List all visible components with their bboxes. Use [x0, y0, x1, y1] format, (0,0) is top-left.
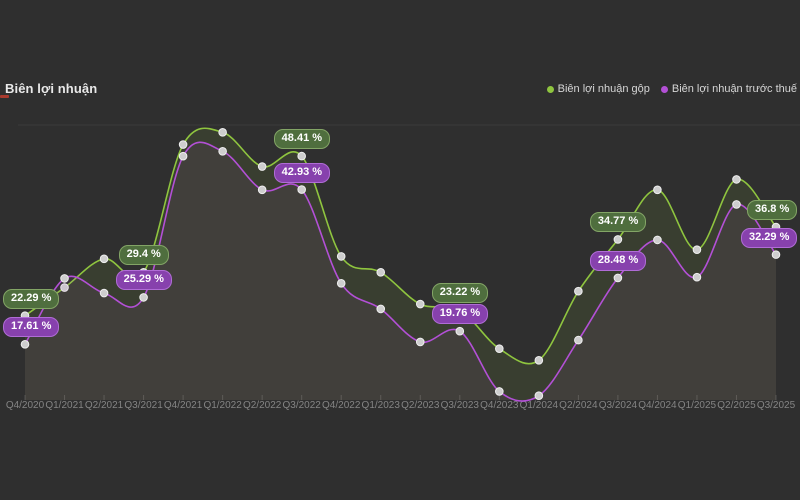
data-point[interactable] [60, 283, 69, 292]
accent-dash [0, 95, 9, 98]
data-point[interactable] [139, 293, 148, 302]
data-point[interactable] [613, 273, 623, 283]
x-axis-label: Q4/2024 [638, 400, 677, 411]
data-point[interactable] [692, 245, 702, 254]
data-point[interactable] [534, 355, 544, 365]
x-axis-label: Q3/2021 [124, 400, 163, 411]
x-axis-label: Q4/2020 [6, 400, 45, 411]
purple-series-dot-icon [660, 85, 668, 93]
data-point[interactable] [297, 185, 306, 194]
legend-label: Biên lợi nhuận gộp [557, 83, 650, 95]
data-point[interactable] [415, 337, 425, 347]
data-point[interactable] [20, 340, 30, 349]
x-axis-label: Q4/2021 [164, 400, 203, 411]
data-point[interactable] [60, 274, 69, 283]
x-axis-label: Q1/2023 [362, 400, 401, 411]
x-axis-label: Q1/2022 [203, 400, 242, 411]
data-point[interactable] [257, 162, 267, 171]
x-axis-label: Q4/2022 [322, 400, 361, 411]
data-point[interactable] [692, 272, 702, 282]
data-point[interactable] [732, 175, 741, 184]
data-point[interactable] [297, 151, 306, 161]
data-point[interactable] [376, 267, 386, 277]
data-point[interactable] [178, 140, 188, 149]
data-point[interactable] [99, 254, 109, 264]
data-point[interactable] [613, 235, 623, 244]
data-point[interactable] [495, 344, 504, 353]
data-point[interactable] [771, 250, 781, 259]
data-point[interactable] [20, 311, 30, 321]
chart-legend: Biên lợi nhuận gộp Biên lợi nhuận trước … [546, 83, 797, 95]
legend-item-gross-margin[interactable]: Biên lợi nhuận gộp [546, 83, 650, 95]
x-axis-label: Q4/2023 [480, 400, 519, 411]
data-point[interactable] [455, 305, 465, 315]
x-axis-label: Q3/2024 [599, 400, 638, 411]
x-axis-label: Q3/2025 [757, 400, 796, 411]
data-point[interactable] [574, 335, 583, 345]
series-area [25, 128, 776, 401]
x-axis-label: Q3/2023 [441, 400, 480, 411]
data-point[interactable] [178, 151, 188, 161]
data-point[interactable] [653, 185, 662, 195]
data-point[interactable] [574, 286, 583, 296]
data-point[interactable] [257, 185, 267, 195]
x-axis-label: Q2/2021 [85, 400, 124, 411]
data-point[interactable] [139, 267, 148, 277]
x-axis-label: Q1/2024 [520, 400, 559, 411]
data-point[interactable] [732, 200, 741, 209]
data-point[interactable] [534, 391, 544, 401]
x-axis-label: Q1/2025 [678, 400, 717, 411]
page-title: Biên lợi nhuận [5, 81, 98, 96]
data-point[interactable] [495, 387, 504, 396]
data-point[interactable] [455, 326, 465, 336]
x-axis-label: Q3/2022 [282, 400, 321, 411]
data-point[interactable] [771, 222, 781, 232]
legend-item-pretax-margin[interactable]: Biên lợi nhuận trước thuế [660, 83, 797, 95]
x-axis-label: Q2/2023 [401, 400, 440, 411]
x-axis-label: Q2/2022 [243, 400, 282, 411]
data-point[interactable] [218, 146, 227, 156]
data-point[interactable] [336, 278, 346, 288]
x-axis-label: Q2/2024 [559, 400, 598, 411]
x-axis-label: Q2/2025 [717, 400, 756, 411]
data-point[interactable] [218, 128, 227, 137]
green-series-dot-icon [546, 85, 554, 93]
x-axis-label: Q1/2021 [45, 400, 84, 411]
legend-label: Biên lợi nhuận trước thuế [671, 83, 797, 95]
series-area [25, 142, 776, 402]
data-point[interactable] [415, 299, 425, 309]
data-point[interactable] [99, 288, 109, 298]
data-point[interactable] [653, 235, 662, 245]
data-point[interactable] [376, 304, 386, 314]
data-point[interactable] [336, 252, 346, 261]
